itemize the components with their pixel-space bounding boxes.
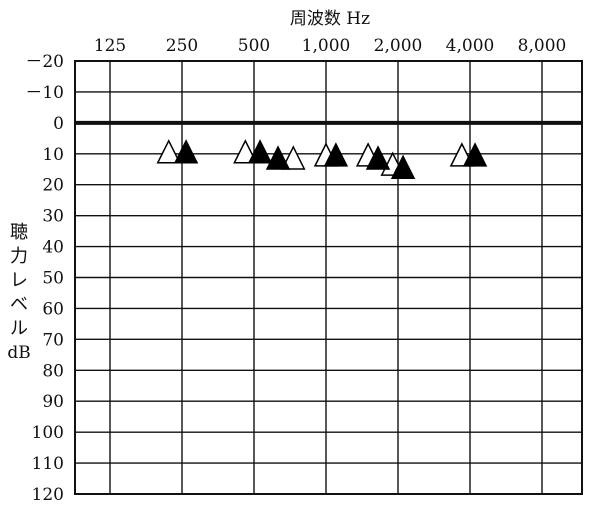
- x-tick-label: 125: [94, 36, 126, 56]
- open-triangle-marker: [156, 139, 181, 164]
- filled-triangle-marker: [323, 142, 349, 167]
- filled-triangle-marker: [365, 145, 391, 170]
- x-tick-label: 500: [238, 36, 270, 56]
- y-tick-label: 90: [42, 392, 64, 412]
- y-axis-label-char: 力: [10, 246, 28, 267]
- y-axis-label-char: ベ: [10, 294, 28, 315]
- y-axis-label-char: 聴: [10, 222, 28, 243]
- x-axis-ticks: 125 250 500 1,000 2,000 4,000 8,000: [94, 36, 567, 56]
- filled-triangle-marker: [390, 154, 416, 179]
- x-tick-label: 250: [166, 36, 198, 56]
- y-tick-label: 30: [42, 207, 64, 227]
- open-triangle-marker: [233, 139, 258, 164]
- y-tick-label: －10: [25, 83, 64, 103]
- x-tick-label: 4,000: [446, 36, 495, 56]
- y-axis-label-char: dB: [7, 343, 30, 363]
- y-tick-label: －20: [25, 52, 64, 72]
- y-tick-label: 20: [42, 176, 64, 196]
- filled-triangle-marker: [173, 139, 199, 164]
- y-tick-label: 100: [32, 423, 64, 443]
- y-tick-label: 70: [42, 330, 64, 350]
- grid: [74, 60, 583, 495]
- filled-triangle-marker: [247, 139, 273, 164]
- y-tick-label: 40: [42, 238, 64, 258]
- y-tick-label: 120: [32, 485, 64, 505]
- y-tick-label: 80: [42, 361, 64, 381]
- x-tick-label: 2,000: [374, 36, 423, 56]
- plot-frame: [74, 60, 583, 495]
- y-tick-label: 10: [42, 145, 64, 165]
- y-axis-ticks: －20 －10 0 10 20 30 40 50 60 70 80 90 100 110 120: [25, 52, 64, 505]
- x-axis-label: 周波数 Hz: [290, 9, 370, 29]
- y-axis-label-char: ル: [10, 318, 28, 339]
- y-tick-label: 110: [32, 454, 64, 474]
- open-triangle-marker: [281, 145, 306, 170]
- filled-triangle-marker: [265, 145, 291, 170]
- y-tick-label: 0: [53, 114, 64, 134]
- y-tick-label: 50: [42, 269, 64, 289]
- filled-triangle-marker: [462, 142, 488, 167]
- x-tick-label: 1,000: [302, 36, 351, 56]
- y-tick-label: 60: [42, 299, 64, 319]
- data-markers: [156, 139, 488, 179]
- x-tick-label: 8,000: [518, 36, 567, 56]
- y-axis-label-char: レ: [10, 270, 28, 291]
